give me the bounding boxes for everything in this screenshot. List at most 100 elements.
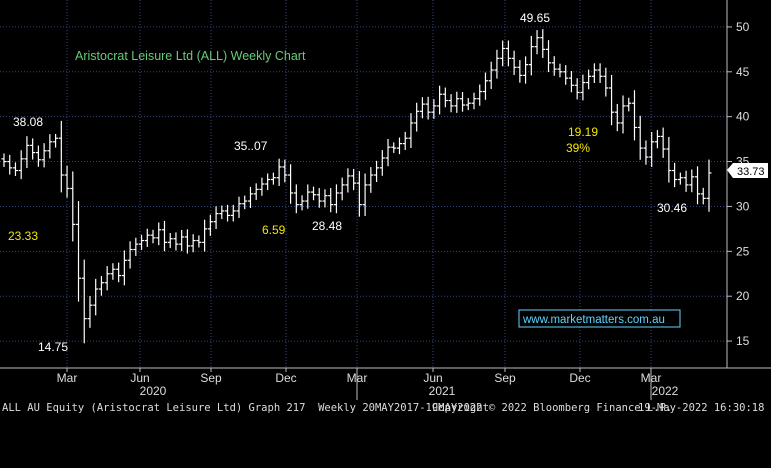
annotation-peak-2021: 49.65 xyxy=(520,11,550,25)
ohlc-bar xyxy=(202,219,208,252)
ohlc-bar xyxy=(7,154,13,175)
ohlc-bar xyxy=(288,164,294,204)
ohlc-bar xyxy=(591,63,597,83)
ohlc-bar xyxy=(379,150,385,176)
ohlc-bar xyxy=(53,133,59,148)
ohlc-bar xyxy=(144,228,150,247)
ohlc-bar xyxy=(18,150,24,180)
ohlc-bar xyxy=(614,103,620,132)
ohlc-bar xyxy=(259,177,265,196)
chart-title: Aristocrat Leisure Ltd (ALL) Weekly Char… xyxy=(75,49,306,63)
ohlc-bar xyxy=(351,168,357,191)
y-tick-label: 40 xyxy=(736,110,750,124)
annotation-low-2022: 30.46 xyxy=(657,201,687,215)
ohlc-bar xyxy=(104,266,110,291)
ohlc-bar xyxy=(540,29,546,58)
annotation-low-nov: 28.48 xyxy=(312,219,342,233)
ohlc-bar xyxy=(167,233,173,249)
ohlc-bar xyxy=(517,60,523,83)
ohlc-bar xyxy=(620,95,626,134)
year-label: 2020 xyxy=(140,384,167,398)
ohlc-bar xyxy=(603,67,609,97)
footer-middle: Copyright© 2022 Bloomberg Finance L.P. xyxy=(432,402,673,414)
ohlc-bar xyxy=(408,113,414,149)
annotation-decline-pct: 39% xyxy=(566,141,590,155)
ohlc-bar xyxy=(213,206,219,230)
ohlc-bar xyxy=(190,234,196,253)
ohlc-bar xyxy=(356,171,362,217)
annotation-peak-dec: 35..07 xyxy=(234,139,268,153)
footer-left: ALL AU Equity (Aristocrat Leisure Ltd) G… xyxy=(2,402,483,414)
ohlc-bar xyxy=(121,250,127,286)
ohlc-bar xyxy=(293,184,299,214)
ohlc-bar xyxy=(242,195,248,210)
y-tick-label: 50 xyxy=(736,20,750,34)
annotation-rebound-pct: 23.33 xyxy=(8,229,38,243)
ohlc-bar xyxy=(322,189,328,208)
y-tick-label: 45 xyxy=(736,65,750,79)
ohlc-bar xyxy=(425,96,431,120)
ohlc-bar xyxy=(328,188,334,213)
ohlc-bar xyxy=(225,204,231,222)
ohlc-bar xyxy=(391,142,397,153)
ohlc-bar xyxy=(368,167,374,193)
ohlc-bar xyxy=(586,69,592,90)
chart-grid xyxy=(0,0,727,368)
ohlc-bar xyxy=(219,205,225,220)
ohlc-bar xyxy=(414,102,420,132)
ohlc-bar xyxy=(58,120,64,193)
ohlc-bar xyxy=(282,159,288,183)
ohlc-bar xyxy=(156,222,162,246)
ohlc-bar xyxy=(597,63,603,83)
ohlc-bar xyxy=(93,278,99,316)
ohlc-bar xyxy=(700,187,706,205)
ohlc-bar xyxy=(161,220,167,252)
ohlc-bar xyxy=(179,229,185,252)
ohlc-bar xyxy=(81,259,87,344)
ohlc-bar xyxy=(196,235,202,248)
ohlc-bar xyxy=(419,97,425,119)
ohlc-bar xyxy=(488,61,494,90)
ohlc-bar xyxy=(706,159,712,212)
ohlc-bar xyxy=(116,262,122,283)
watermark-text: www.marketmatters.com.au xyxy=(522,314,665,326)
watermark-box xyxy=(518,309,681,328)
ohlc-bar xyxy=(523,56,529,84)
ohlc-bar xyxy=(448,94,454,113)
ohlc-bar xyxy=(465,98,471,111)
ohlc-bar xyxy=(649,131,655,167)
ohlc-bar xyxy=(631,90,637,141)
ohlc-bar xyxy=(333,184,339,214)
ohlc-bar xyxy=(402,131,408,150)
ohlc-bar xyxy=(500,40,506,67)
ohlc-bar xyxy=(528,35,534,76)
ohlc-bar xyxy=(12,162,18,176)
x-tick-label: Mar xyxy=(57,371,78,385)
ohlc-bar xyxy=(546,40,552,73)
ohlc-bar xyxy=(551,56,557,76)
ohlc-bar xyxy=(374,160,380,183)
ohlc-bar xyxy=(672,162,678,188)
ohlc-bar xyxy=(47,134,53,159)
footer-bar: ALL AU Equity (Aristocrat Leisure Ltd) G… xyxy=(0,400,771,417)
ohlc-bar xyxy=(87,295,93,328)
ohlc-bar xyxy=(173,232,179,251)
ohlc-bar xyxy=(454,91,460,113)
x-tick-label: Dec xyxy=(275,371,296,385)
ohlc-bar xyxy=(654,130,660,149)
ohlc-bar xyxy=(305,184,311,209)
ohlc-bar xyxy=(396,137,402,155)
ohlc-bar xyxy=(482,72,488,100)
y-tick-label: 20 xyxy=(736,289,750,303)
ohlc-bar xyxy=(437,85,443,115)
ohlc-bar xyxy=(1,153,7,167)
annotation-pullback-pct: 6.59 xyxy=(262,223,286,237)
x-tick-label: Jun xyxy=(423,371,442,385)
ohlc-bar xyxy=(316,188,322,208)
ohlc-bar xyxy=(41,143,47,168)
ohlc-bar xyxy=(24,136,30,169)
ohlc-bar xyxy=(580,74,586,101)
